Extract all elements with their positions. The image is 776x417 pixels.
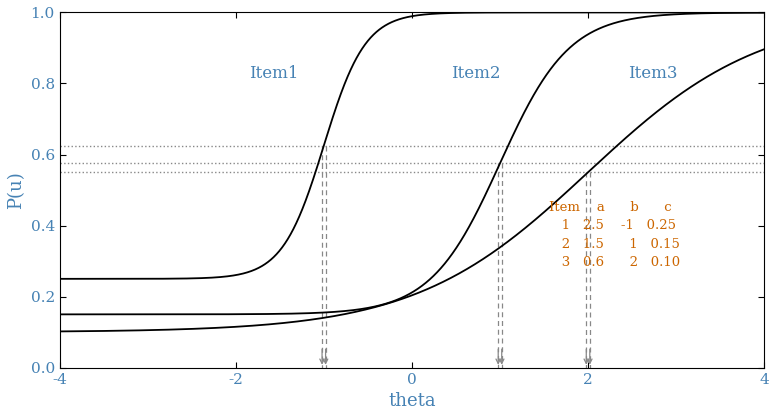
Text: Item3: Item3	[628, 65, 677, 82]
Text: Item    a      b      c
   1   2.5    -1   0.25
   2   1.5      1   0.15
   3   : Item a b c 1 2.5 -1 0.25 2 1.5 1 0.15 3	[549, 201, 681, 269]
X-axis label: theta: theta	[388, 392, 435, 410]
Text: Item2: Item2	[452, 65, 501, 82]
Y-axis label: P(u): P(u)	[7, 171, 25, 209]
Text: Item1: Item1	[249, 65, 299, 82]
